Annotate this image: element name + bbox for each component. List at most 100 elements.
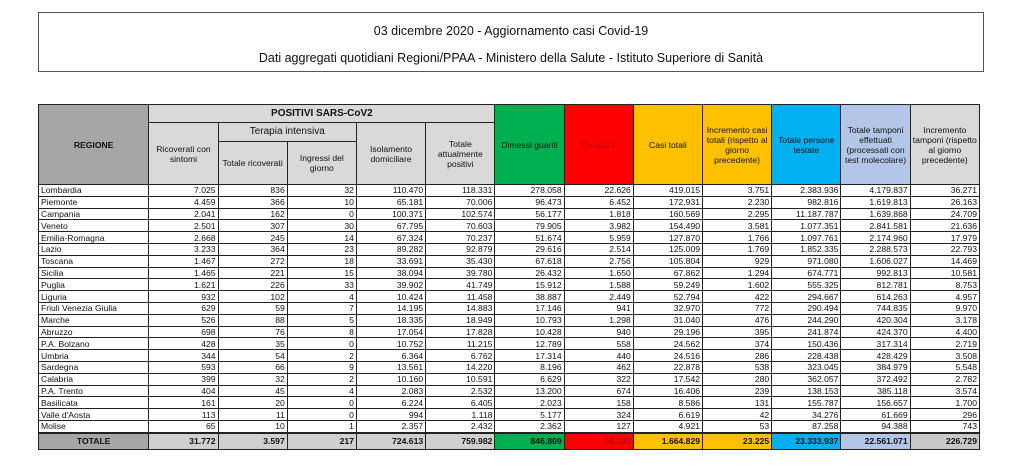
table-cell: 22.878 — [632, 360, 704, 374]
table-cell: 18 — [286, 254, 357, 268]
table-cell: 45 — [217, 384, 288, 398]
total-cell: 3.597 — [217, 431, 288, 450]
table-cell: 1.077.351 — [771, 219, 842, 233]
total-cell: 217 — [286, 431, 357, 450]
region-name: Valle d'Aosta — [37, 408, 150, 421]
title-box: 03 dicembre 2020 - Aggiornamento casi Co… — [38, 12, 984, 72]
table-cell: 11.215 — [425, 337, 496, 351]
region-name: Puglia — [37, 278, 150, 292]
table-cell: 2.719 — [909, 337, 981, 351]
header-dimessi: Dimessi guariti — [494, 104, 565, 185]
table-cell: 17.054 — [355, 325, 427, 339]
table-cell: 94.388 — [840, 419, 911, 434]
table-cell: 4.921 — [632, 419, 704, 434]
table-cell: 1.298 — [563, 313, 634, 327]
table-cell: 15.912 — [494, 278, 565, 292]
table-cell: 10 — [217, 419, 288, 434]
table-cell: 239 — [702, 384, 773, 398]
total-cell: 22.561.071 — [840, 431, 911, 450]
table-cell: 344 — [148, 349, 219, 362]
table-cell: 940 — [563, 325, 634, 339]
table-cell: 296 — [909, 408, 981, 421]
table-cell: 26.432 — [494, 266, 565, 280]
table-cell: 772 — [702, 301, 773, 315]
table-row: Valle d'Aosta 113 11 0 994 1.118 5.177 324 6.619… — [37, 408, 981, 421]
total-cell: 1.664.829 — [632, 431, 704, 450]
table-cell: 102.574 — [425, 207, 496, 221]
table-cell: 362.057 — [771, 372, 842, 386]
table-cell: 7.025 — [148, 184, 219, 197]
table-cell: 14.195 — [355, 301, 427, 315]
region-name: Marche — [37, 313, 150, 327]
table-cell: 24.709 — [909, 207, 981, 221]
table-cell: 2.449 — [563, 290, 634, 303]
table-cell: 992.813 — [840, 266, 911, 280]
table-cell: 67.618 — [494, 254, 565, 268]
region-name: Sicilia — [37, 266, 150, 280]
table-cell: 54 — [217, 349, 288, 362]
table-cell: 372.492 — [840, 372, 911, 386]
table-cell: 17.979 — [909, 231, 981, 244]
table-cell: 9.970 — [909, 301, 981, 315]
table-cell: 1.818 — [563, 207, 634, 221]
table-cell: 38.887 — [494, 290, 565, 303]
table-cell: 131 — [702, 396, 773, 410]
table-cell: 743 — [909, 419, 981, 434]
page-title: 03 dicembre 2020 - Aggiornamento casi Co… — [373, 24, 649, 38]
table-cell: 70.603 — [425, 219, 496, 233]
table-cell: 6.629 — [494, 372, 565, 386]
table-cell: 698 — [148, 325, 219, 339]
page-subtitle: Dati aggregati quotidiani Regioni/PPAA -… — [258, 51, 764, 65]
table-cell: 96.473 — [494, 195, 565, 209]
table-cell: 2 — [286, 372, 357, 386]
table-cell: 42 — [702, 408, 773, 421]
table-cell: 462 — [563, 360, 634, 374]
table-cell: 226 — [217, 278, 288, 292]
table-cell: 1.650 — [563, 266, 634, 280]
table-cell: 272 — [217, 254, 288, 268]
table-row: Veneto 2.501 307 30 67.795 70.603 79.905 3.982 1… — [37, 219, 981, 233]
region-name: Lazio — [37, 242, 150, 256]
table-cell: 4 — [286, 384, 357, 398]
table-cell: 17.542 — [632, 372, 704, 386]
table-row: Friuli Venezia Giulia 629 59 7 14.195 14.883 1… — [37, 301, 981, 315]
table-cell: 24.562 — [632, 337, 704, 351]
total-label: TOTALE — [37, 431, 150, 450]
table-cell: 127 — [563, 419, 634, 434]
table-row: P.A. Bolzano 428 35 0 10.752 11.215 12.789 558 2… — [37, 337, 981, 351]
table-cell: 10.160 — [355, 372, 427, 386]
table-cell: 982.816 — [771, 195, 842, 209]
region-name: Campania — [37, 207, 150, 221]
table-cell: 428.429 — [840, 349, 911, 362]
header-totale-positivi: Totale attualmente positivi — [425, 122, 496, 185]
region-name: Liguria — [37, 290, 150, 303]
table-cell: 278.058 — [494, 184, 565, 197]
table-cell: 33.691 — [355, 254, 427, 268]
table-cell: 12.789 — [494, 337, 565, 351]
table-cell: 113 — [148, 408, 219, 421]
header-regione: REGIONE — [37, 104, 150, 185]
table-cell: 33 — [286, 278, 357, 292]
table-cell: 5.548 — [909, 360, 981, 374]
table-cell: 1.769 — [702, 242, 773, 256]
table-cell: 374 — [702, 337, 773, 351]
table-cell: 172.931 — [632, 195, 704, 209]
region-name: Sardegna — [37, 360, 150, 374]
table-cell: 2.230 — [702, 195, 773, 209]
table-cell: 14.883 — [425, 301, 496, 315]
table-cell: 1.606.027 — [840, 254, 911, 268]
header-persone: Totale persone testate — [771, 104, 842, 185]
region-name: Emilia-Romagna — [37, 231, 150, 244]
table-cell: 2.041 — [148, 207, 219, 221]
table-cell: 2.668 — [148, 231, 219, 244]
region-name: Piemonte — [37, 195, 150, 209]
table-row: Campania 2.041 162 0 100.371 102.574 56.177 1.8… — [37, 207, 981, 221]
header-incremento-casi: Incremento casi totali (rispetto al gior… — [702, 104, 773, 185]
table-cell: 10.428 — [494, 325, 565, 339]
table-cell: 87.258 — [771, 419, 842, 434]
table-cell: 31.040 — [632, 313, 704, 327]
table-cell: 0 — [286, 396, 357, 410]
table-cell: 399 — [148, 372, 219, 386]
header-casi: Casi totali — [632, 104, 704, 185]
table-cell: 323.045 — [771, 360, 842, 374]
